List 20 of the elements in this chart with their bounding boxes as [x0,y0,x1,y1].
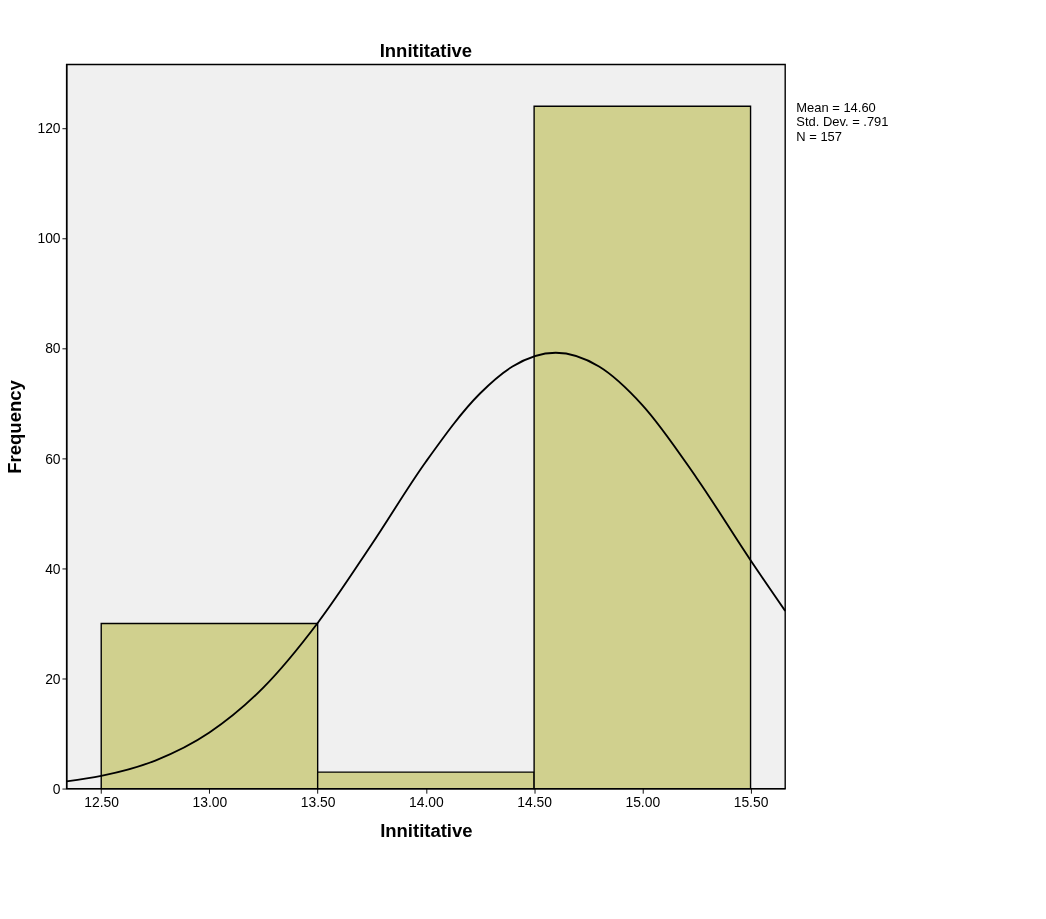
x-tick-label: 13.00 [192,793,228,810]
x-tick-label: 12.50 [84,793,120,810]
y-tick-label: 0 [52,780,61,797]
x-tick-label: 15.00 [625,793,661,810]
y-tick-label: 120 [37,120,61,137]
text: N = 157 [796,129,842,145]
x-tick-label: 15.50 [733,793,769,810]
y-tick-label: 60 [45,450,61,467]
x-tick-label: 14.00 [409,793,444,810]
x-axis-title: Innititative [380,820,473,842]
chart-title: Innititative [379,40,473,62]
y-tick-label: 40 [45,560,61,577]
y-tick-label: 100 [37,230,61,247]
y-tick-label: 80 [45,340,61,357]
text: Std. Dev. = .791 [796,114,889,130]
x-tick-label: 14.50 [517,793,553,810]
x-tick-label: 13.50 [300,793,336,810]
text: Mean = 14.60 [796,99,876,115]
y-axis-title: Frequency [3,379,25,474]
y-tick-label: 20 [45,670,61,687]
